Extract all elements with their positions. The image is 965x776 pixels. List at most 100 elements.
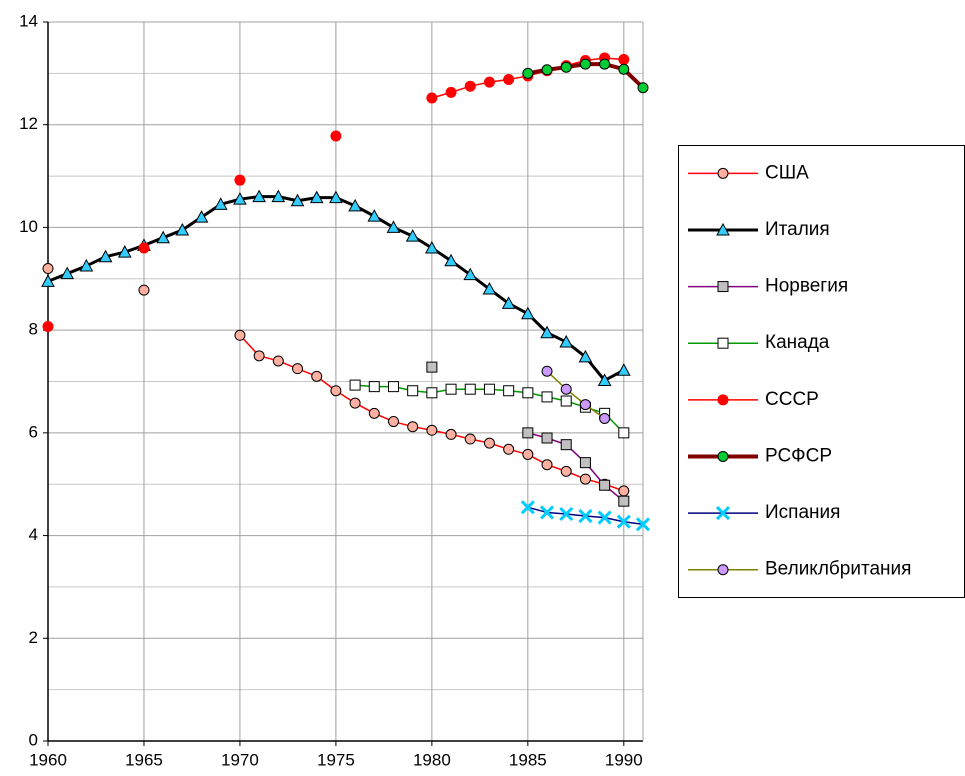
y-tick-label: 14	[19, 11, 38, 30]
series	[520, 500, 651, 532]
marker	[637, 82, 649, 94]
y-tick-label: 2	[29, 628, 38, 647]
marker	[560, 465, 572, 477]
marker	[618, 53, 630, 65]
marker	[635, 517, 651, 532]
marker	[98, 249, 113, 263]
marker	[426, 424, 438, 436]
legend-label: СССР	[765, 389, 819, 410]
marker	[444, 253, 458, 267]
marker	[138, 242, 150, 254]
marker	[271, 189, 286, 203]
marker	[618, 63, 630, 75]
marker	[213, 197, 228, 210]
marker	[445, 383, 457, 395]
marker	[464, 383, 476, 395]
marker	[599, 412, 611, 424]
marker	[560, 61, 572, 73]
marker	[618, 495, 630, 507]
marker	[405, 229, 420, 242]
series	[522, 58, 649, 94]
legend-marker	[715, 506, 731, 521]
marker	[426, 361, 438, 373]
marker	[618, 485, 630, 497]
marker	[368, 381, 380, 393]
y-tick-label: 4	[29, 525, 38, 544]
marker	[559, 334, 574, 348]
marker	[349, 379, 361, 391]
x-tick-label: 1990	[605, 750, 643, 769]
x-tick-label: 1965	[125, 750, 163, 769]
legend-label: Канада	[765, 332, 830, 353]
legend-marker	[717, 337, 729, 349]
marker	[579, 457, 591, 469]
marker	[522, 387, 534, 399]
y-tick-label: 12	[19, 114, 38, 133]
marker	[599, 479, 611, 491]
marker	[42, 263, 54, 275]
marker	[252, 189, 266, 203]
marker	[348, 198, 362, 212]
series-line	[546, 370, 606, 420]
legend-marker	[716, 222, 730, 236]
marker	[234, 174, 246, 186]
x-tick-label: 1980	[413, 750, 451, 769]
marker	[539, 505, 555, 520]
marker	[387, 416, 399, 428]
legend-label: Испания	[765, 502, 840, 523]
marker	[599, 58, 611, 70]
marker	[41, 274, 55, 287]
marker	[194, 210, 209, 223]
marker	[579, 473, 591, 485]
marker	[290, 193, 305, 207]
marker	[482, 282, 497, 295]
marker	[464, 80, 476, 92]
marker	[445, 86, 457, 98]
marker	[463, 267, 478, 281]
x-tick-label: 1970	[221, 750, 259, 769]
series	[541, 365, 611, 424]
marker	[329, 190, 343, 204]
marker	[233, 192, 247, 205]
legend-box	[678, 145, 965, 598]
marker	[311, 370, 323, 382]
y-tick-label: 6	[29, 422, 38, 441]
marker	[117, 245, 132, 258]
marker	[253, 350, 265, 362]
marker	[541, 391, 553, 403]
marker	[42, 321, 54, 333]
marker	[330, 385, 342, 397]
marker	[503, 385, 515, 397]
marker	[541, 432, 553, 444]
marker	[445, 428, 457, 440]
series	[41, 189, 631, 386]
marker	[578, 349, 593, 363]
marker	[597, 373, 612, 386]
marker	[618, 427, 630, 439]
x-tick-label: 1960	[29, 750, 67, 769]
legend-marker	[717, 394, 729, 406]
legend-label: Норвегия	[765, 276, 848, 297]
legend-marker	[717, 167, 729, 179]
marker	[541, 365, 553, 377]
marker	[616, 363, 631, 376]
legend-label: РСФСР	[765, 445, 832, 466]
series	[42, 263, 630, 497]
marker	[330, 130, 342, 142]
marker	[578, 508, 593, 524]
marker	[156, 230, 171, 244]
marker	[501, 296, 516, 309]
legend-label: США	[765, 162, 809, 183]
marker	[79, 258, 94, 272]
marker	[292, 363, 304, 375]
marker	[234, 329, 246, 341]
marker	[503, 443, 515, 455]
marker	[426, 92, 438, 104]
x-tick-label: 1985	[509, 750, 547, 769]
marker	[349, 397, 361, 409]
marker	[579, 58, 591, 70]
y-tick-label: 0	[29, 730, 38, 749]
y-tick-label: 8	[29, 320, 38, 339]
marker	[541, 64, 553, 76]
